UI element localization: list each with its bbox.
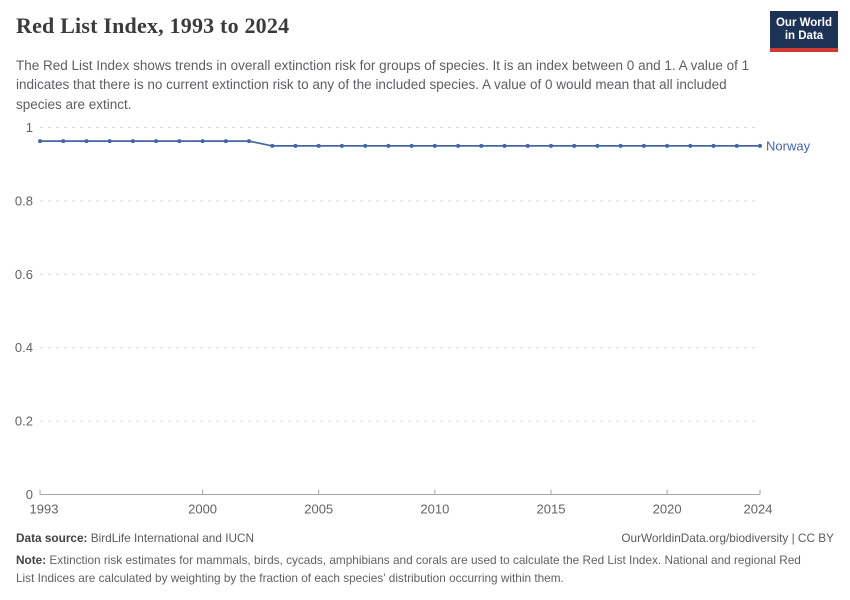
note-label: Note: <box>16 553 47 567</box>
data-point[interactable] <box>270 143 275 148</box>
data-point[interactable] <box>84 139 89 144</box>
data-point[interactable] <box>525 143 530 148</box>
page-title: Red List Index, 1993 to 2024 <box>16 13 290 38</box>
data-source: Data source: BirdLife International and … <box>16 531 254 545</box>
data-point[interactable] <box>734 143 739 148</box>
y-tick-label: 1 <box>26 120 33 135</box>
owid-logo-line1: Our World <box>775 16 832 29</box>
data-point[interactable] <box>107 139 112 144</box>
x-tick-label: 2000 <box>188 502 217 517</box>
data-point[interactable] <box>200 139 205 144</box>
data-point[interactable] <box>130 139 135 144</box>
data-point[interactable] <box>247 139 251 144</box>
y-tick-label: 0.6 <box>15 267 33 282</box>
data-point[interactable] <box>595 143 600 148</box>
data-point[interactable] <box>502 143 507 148</box>
data-point[interactable] <box>339 143 344 148</box>
data-point[interactable] <box>386 143 391 148</box>
data-point[interactable] <box>177 139 182 144</box>
x-tick-label: 2024 <box>744 502 773 517</box>
y-tick-label: 0.8 <box>15 193 33 208</box>
x-tick-label: 2005 <box>304 502 333 517</box>
attribution-link[interactable]: OurWorldinData.org/biodiversity | CC BY <box>621 531 834 545</box>
data-point[interactable] <box>688 143 693 148</box>
data-point[interactable] <box>479 143 484 148</box>
data-point[interactable] <box>641 143 646 148</box>
data-point[interactable] <box>456 143 461 148</box>
owid-logo-line2: in Data <box>784 29 824 42</box>
chart-subtitle: The Red List Index shows trends in overa… <box>16 58 750 112</box>
data-point[interactable] <box>618 143 623 148</box>
data-source-text: BirdLife International and IUCN <box>87 531 255 545</box>
chart-note: Note: Extinction risk estimates for mamm… <box>16 552 816 587</box>
note-text: Extinction risk estimates for mammals, b… <box>16 553 801 585</box>
owid-logo[interactable]: Our World in Data <box>770 11 838 52</box>
x-tick-label: 2020 <box>653 502 682 517</box>
data-point[interactable] <box>409 143 414 148</box>
y-tick-label: 0.4 <box>15 340 33 355</box>
data-point[interactable] <box>154 139 159 144</box>
data-point[interactable] <box>432 143 437 148</box>
data-point[interactable] <box>38 139 42 144</box>
data-point[interactable] <box>223 139 228 144</box>
x-tick-label: 2015 <box>537 502 566 517</box>
data-point[interactable] <box>363 143 368 148</box>
data-source-label: Data source: <box>16 531 88 545</box>
data-point[interactable] <box>665 143 670 148</box>
series-label-norway[interactable]: Norway <box>766 138 811 153</box>
x-tick-label: 1993 <box>30 502 59 517</box>
data-point[interactable] <box>572 143 577 148</box>
chart-footer: Data source: BirdLife International and … <box>16 531 834 587</box>
data-point[interactable] <box>711 143 716 148</box>
data-point[interactable] <box>61 139 66 144</box>
data-point[interactable] <box>293 143 298 148</box>
data-point[interactable] <box>758 143 762 148</box>
data-point[interactable] <box>316 143 321 148</box>
x-tick-label: 2010 <box>420 502 449 517</box>
y-tick-label: 0 <box>26 487 33 502</box>
series-line-norway[interactable] <box>40 140 760 147</box>
data-point[interactable] <box>549 143 553 148</box>
y-tick-label: 0.2 <box>15 414 33 429</box>
